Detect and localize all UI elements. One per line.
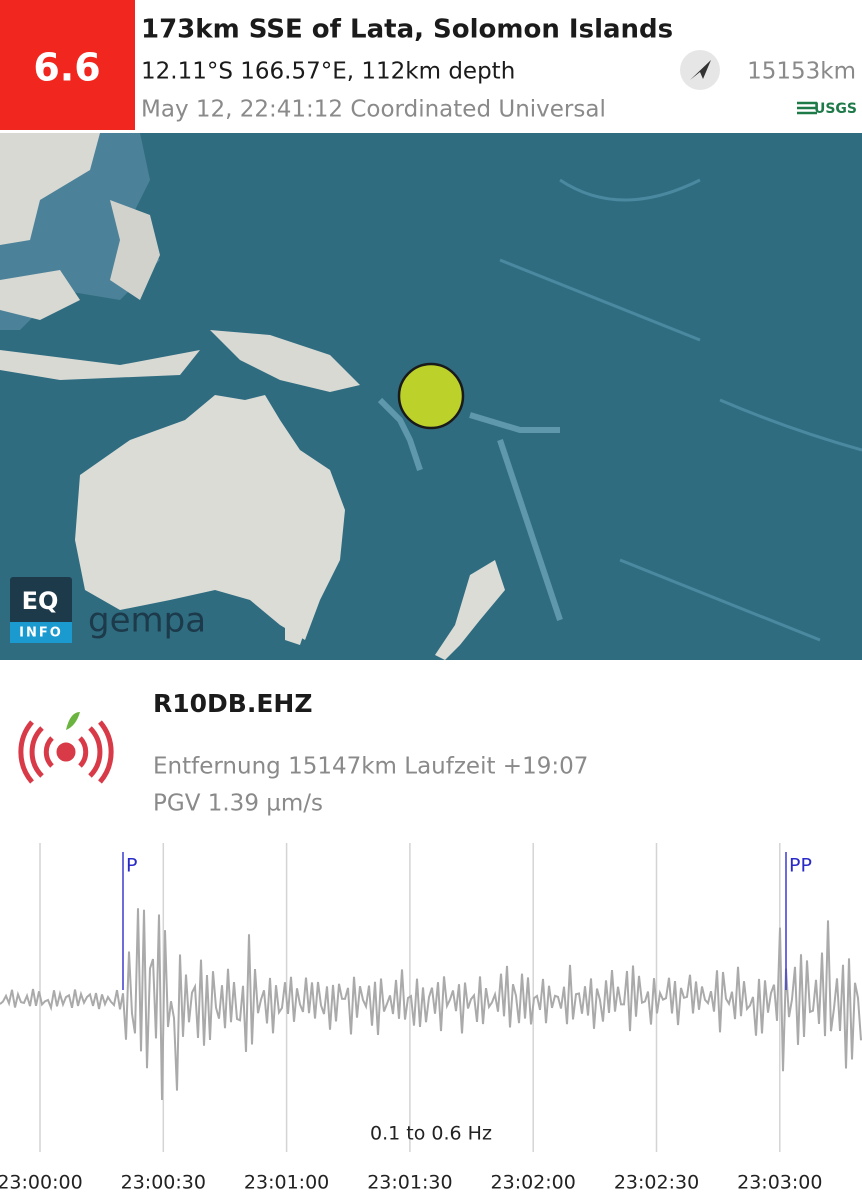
brand: gempa	[88, 601, 206, 641]
time-label: 23:01:30	[367, 1172, 452, 1194]
phase-label: PP	[789, 855, 812, 877]
map-philippines	[110, 200, 160, 300]
map-indonesia	[0, 350, 200, 380]
time-label: 23:02:00	[491, 1172, 576, 1194]
time-label: 23:03:00	[737, 1172, 822, 1194]
icon-core	[56, 742, 76, 762]
time-label: 23:01:00	[244, 1172, 329, 1194]
epicenter-marker	[397, 362, 465, 430]
waveform	[0, 908, 862, 1101]
station-name: R10DB.EHZ	[153, 689, 312, 718]
map-tasmania	[285, 625, 305, 645]
magnitude: 6.6	[33, 46, 100, 90]
station-details: Entfernung 15147km Laufzeit +19:07	[153, 754, 588, 780]
compass-arrow	[690, 60, 711, 80]
magnitude-box	[0, 0, 135, 130]
eq-logo-band	[10, 622, 72, 643]
map-new-zealand	[435, 560, 505, 660]
time-grid: 23:00:00 23:00:30 23:01:00 23:01:30 23:02:00…	[0, 843, 822, 1194]
filter-label: 0.1 to 0.6 Hz	[370, 1123, 492, 1145]
map-australia	[75, 395, 345, 640]
logo-top: EQ	[22, 587, 59, 615]
map-ridges	[499, 178, 862, 642]
time-label: 23:00:00	[0, 1172, 83, 1194]
time-label: 23:02:30	[614, 1172, 699, 1194]
station-icon	[18, 712, 114, 784]
phase-label: P	[126, 855, 137, 877]
compass	[680, 50, 720, 90]
event-title: 173km SSE of Lata, Solomon Islands	[141, 15, 673, 45]
event-time: May 12, 22:41:12 Coordinated Universal	[141, 97, 606, 123]
map-trenches	[377, 397, 563, 621]
source: USGS	[814, 101, 857, 117]
map-new-guinea	[210, 330, 360, 392]
event-location: 12.11°S 166.57°E, 112km depth	[141, 59, 515, 85]
distance: 15153km	[747, 59, 856, 85]
station-pgv: PGV 1.39 µm/s	[153, 791, 323, 817]
icon-leaf	[66, 712, 80, 730]
icon-arc	[43, 736, 89, 768]
logo-bottom: INFO	[19, 626, 63, 641]
icon-arc	[29, 726, 103, 778]
usgs-waves	[797, 101, 817, 115]
icon-arc	[18, 720, 114, 784]
time-label: 23:00:30	[121, 1172, 206, 1194]
map-asia	[0, 133, 100, 320]
